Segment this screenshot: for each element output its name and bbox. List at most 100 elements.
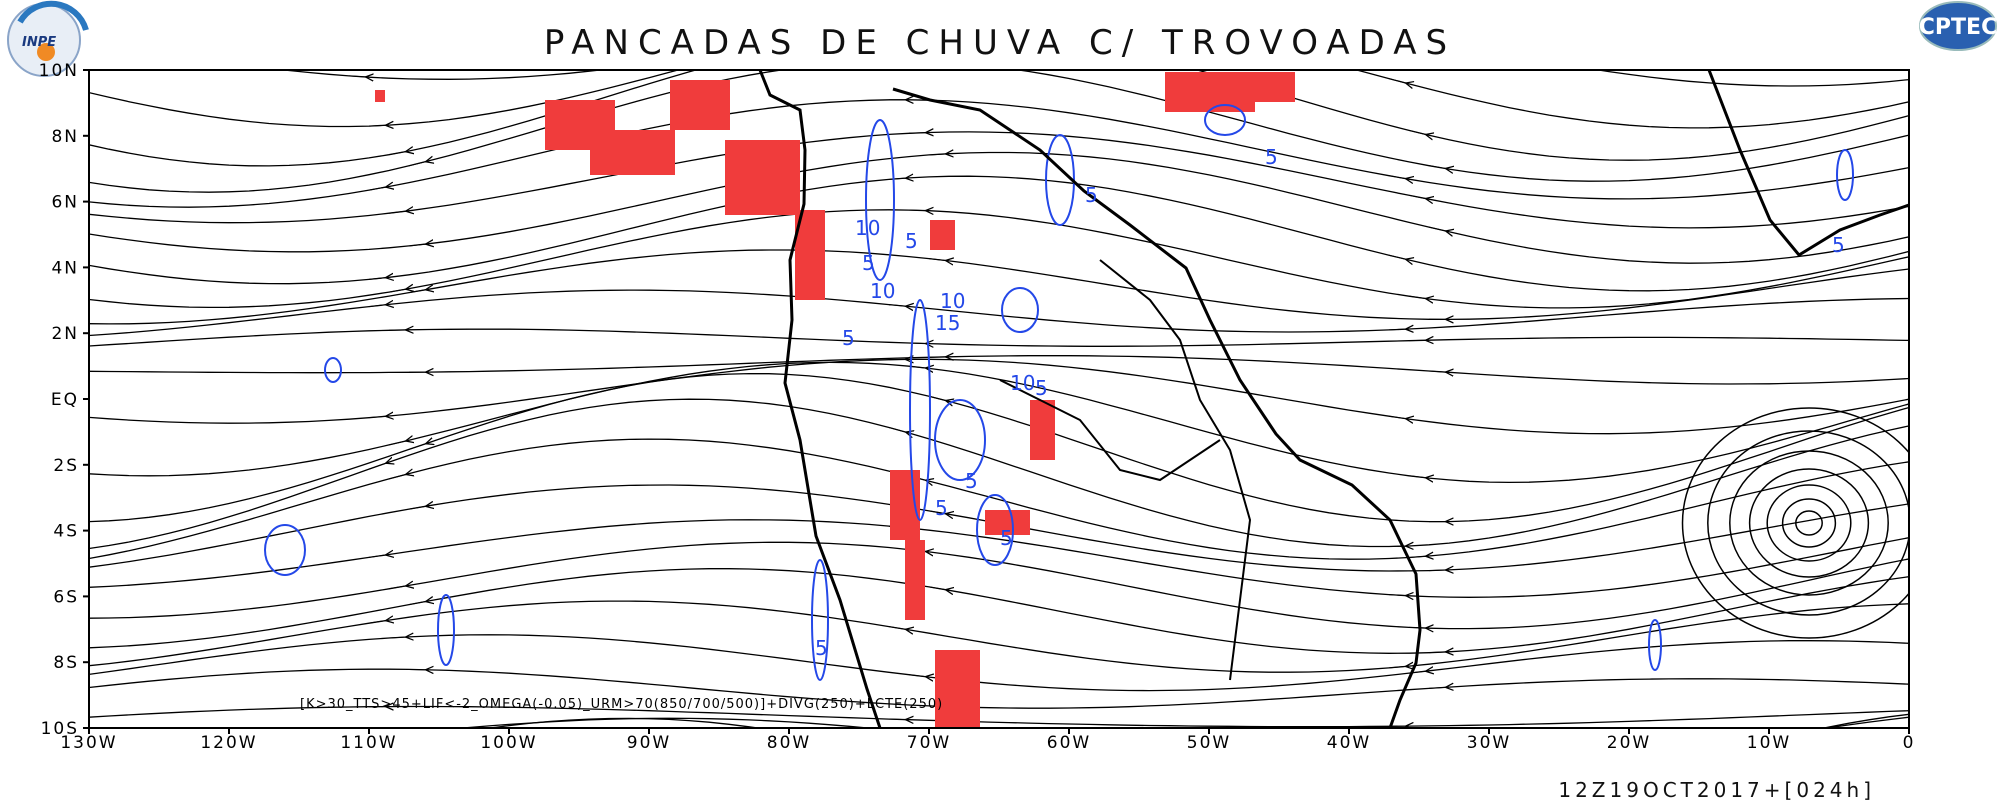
border [999,379,1221,482]
stream-arrow [1388,546,1409,547]
contour-label: 10 [855,216,880,240]
contour-label: 10 [1010,371,1035,395]
stream-arrow [1428,687,1449,688]
stream-arrow [1388,175,1409,180]
stream-arrow [908,675,929,677]
stream-arrow [888,427,909,433]
lat-label: 4S [53,522,79,542]
cptec-logo: CPTEC [1919,1,1997,51]
stream-arrow [408,601,429,606]
lon-label: 100W [480,733,537,753]
stream-arrow [1428,165,1449,169]
streamline [89,634,1909,692]
contour-label: 5 [905,229,918,253]
stream-arrow [388,151,409,156]
stream-arrow [368,416,389,418]
contour [909,299,931,521]
stream-arrow [888,178,909,179]
streamline [89,70,1909,167]
stream-arrow [1428,226,1449,232]
cyclone-ring [1707,430,1909,616]
coastline [892,87,1422,728]
stream-arrow [1408,296,1429,299]
lon-label: 30W [1467,733,1511,753]
streamline [89,358,1909,435]
storm-area [1030,400,1055,460]
coastlines [758,70,1909,728]
streamline [89,289,1909,337]
lat-label: 8S [53,653,79,673]
stream-arrow [908,366,929,368]
cyclone-ring [1766,484,1852,562]
cyclone-ring [1781,498,1837,548]
lon-label: 110W [340,733,397,753]
stream-arrow [388,211,409,213]
streamline [89,668,1909,709]
stream-arrow [889,19,909,22]
stream-arrow [1408,556,1429,557]
logo-text: CPTEC [1919,15,1997,40]
stream-arrow [1388,78,1409,84]
contour [324,357,342,383]
streamline [89,568,1909,654]
contour [976,494,1014,566]
lat-label: 2S [53,456,79,476]
border [1099,259,1252,681]
stream-arrow [928,510,949,514]
lat-label: EQ [51,390,79,410]
contour [1204,104,1246,136]
stream-arrow [1408,194,1429,199]
stream-arrow [368,186,389,191]
stream-arrow [1408,129,1429,135]
stream-arrow [1388,666,1409,668]
stream-arrow [408,161,429,167]
stream-arrow [368,554,389,557]
contour-label: 5 [1085,183,1098,207]
stream-arrow [1388,595,1409,596]
streamline [89,328,1909,347]
storm-area [375,90,385,102]
stream-arrow [888,305,909,307]
streamline [89,361,1909,484]
cyclone [1681,407,1909,639]
cyclone-ring [1729,450,1889,596]
contour-label: 10 [870,279,895,303]
stream-arrow [408,289,429,294]
storm-areas [375,72,1295,728]
stream-arrow [1388,416,1409,419]
lon-label: 20W [1607,733,1651,753]
stream-arrow [1388,329,1409,330]
stream-arrow [408,506,429,510]
lon-label: 80W [767,733,811,753]
lat-label: 2N [51,324,79,344]
map-title: PANCADAS DE CHUVA C/ TROVOADAS [544,23,1456,63]
stream-arrow [408,244,429,246]
lat-label: 8N [51,127,79,147]
storm-area [1165,72,1255,112]
contour [1836,149,1854,201]
stream-arrow [348,76,369,77]
contour-label: 5 [935,496,948,520]
lon-label: 10W [1747,733,1791,753]
stream-arrow [928,586,949,590]
streamlines [89,19,1909,728]
contour-label: 5 [862,251,875,275]
stream-arrow [928,395,949,401]
lon-label: 40W [1327,733,1371,753]
timestamp: 12Z19OCT2017+[024h] [1558,778,1875,800]
stream-arrow [388,585,409,590]
stream-arrow [1428,570,1449,571]
contour [1045,134,1075,226]
stream-arrow [1428,652,1449,653]
stream-arrow [388,289,409,293]
stream-arrow [388,474,409,480]
lat-label: 6S [53,587,79,607]
stream-arrow [888,626,909,630]
stream-arrow [368,462,389,470]
lon-label: 120W [200,733,257,753]
cyclone-ring [1748,468,1870,578]
cyclone-ring [1681,407,1909,639]
inpe-logo: INPE [7,0,89,77]
